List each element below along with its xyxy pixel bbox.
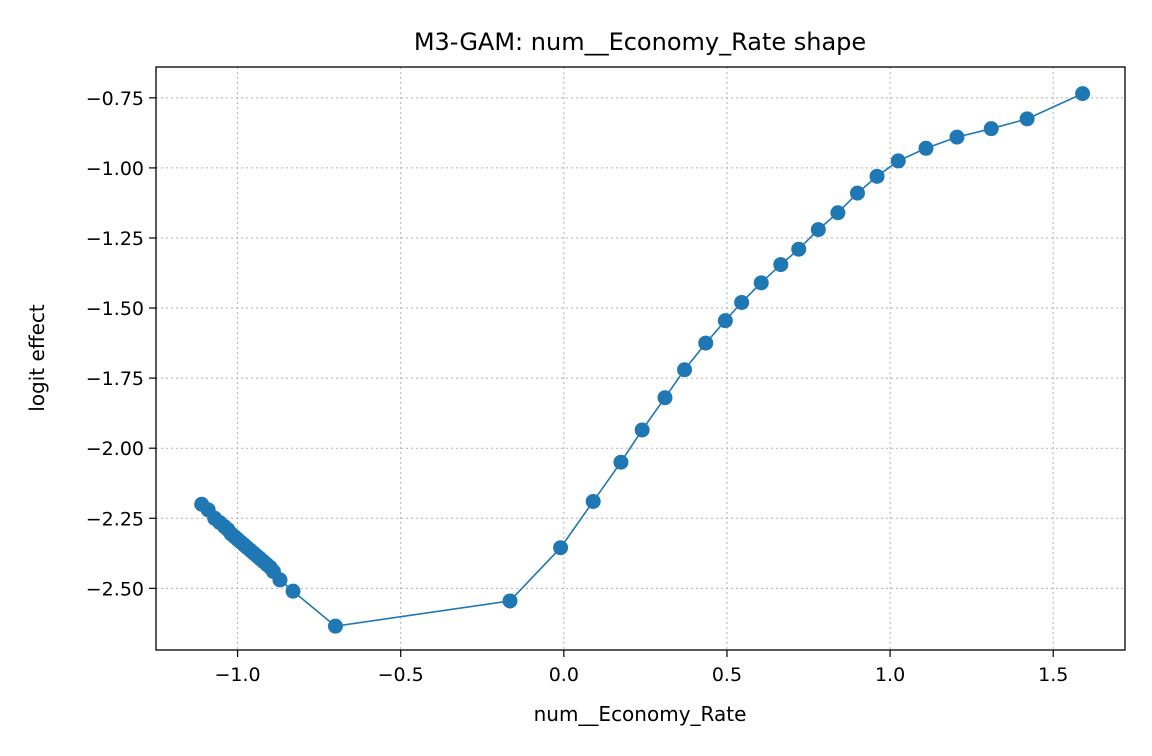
plot-frame — [155, 66, 1126, 651]
x-axis-label: num__Economy_Rate — [534, 702, 747, 726]
grid-lines — [156, 67, 1125, 650]
data-point — [285, 583, 301, 599]
x-tick-label: 1.0 — [875, 664, 905, 686]
x-axis: −1.0 −0.5 0.0 0.5 1.0 1.5 — [214, 650, 1068, 686]
data-point — [717, 313, 733, 329]
data-point — [734, 294, 750, 310]
data-point — [869, 168, 885, 184]
y-tick-label: −1.00 — [86, 158, 144, 180]
x-tick-label: 0.0 — [549, 664, 579, 686]
data-point — [634, 422, 650, 438]
y-tick-label: −1.50 — [86, 298, 144, 320]
data-point — [810, 222, 826, 238]
series-layer — [194, 86, 1091, 634]
chart-title: M3-GAM: num__Economy_Rate shape — [414, 28, 866, 56]
y-tick-label: −2.25 — [86, 508, 144, 530]
y-axis: −0.75 −1.00 −1.25 −1.50 −1.75 −2.00 −2.25 −2.50 — [86, 88, 156, 600]
data-point — [1075, 86, 1091, 102]
data-point — [553, 540, 569, 556]
data-point — [1019, 111, 1035, 127]
data-point — [327, 618, 343, 634]
y-tick-label: −1.25 — [86, 228, 144, 250]
data-point — [585, 493, 601, 509]
data-point — [773, 257, 789, 273]
y-tick-label: −0.75 — [86, 88, 144, 110]
data-point — [830, 205, 846, 221]
data-point — [918, 140, 934, 156]
data-point — [983, 121, 999, 137]
x-tick-label: −1.0 — [214, 664, 260, 686]
data-point — [949, 129, 965, 145]
data-point — [677, 362, 693, 378]
x-tick-label: 1.5 — [1038, 664, 1068, 686]
y-tick-label: −1.75 — [86, 368, 144, 390]
x-tick-label: 0.5 — [712, 664, 742, 686]
data-point — [890, 153, 906, 169]
x-tick-label: −0.5 — [378, 664, 424, 686]
data-point — [698, 335, 714, 351]
data-point — [849, 185, 865, 201]
data-point — [272, 572, 288, 588]
data-point — [791, 241, 807, 257]
y-axis-label: logit effect — [25, 304, 49, 412]
y-tick-label: −2.50 — [86, 578, 144, 600]
data-point — [753, 275, 769, 291]
data-point — [657, 390, 673, 406]
data-point — [502, 593, 518, 609]
data-point — [613, 454, 629, 470]
y-tick-label: −2.00 — [86, 438, 144, 460]
